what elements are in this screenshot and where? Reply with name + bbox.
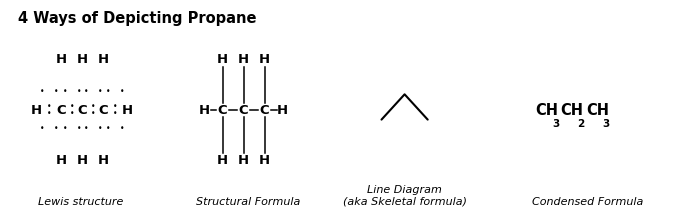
Text: CH: CH (536, 103, 559, 117)
Text: 2: 2 (578, 119, 584, 129)
Text: CH: CH (586, 103, 609, 117)
Text: •: • (106, 87, 111, 96)
Text: •: • (63, 87, 67, 96)
Text: 3: 3 (603, 119, 610, 129)
Text: H: H (98, 53, 109, 66)
Text: H: H (77, 154, 88, 167)
Text: H: H (238, 53, 249, 66)
Text: H: H (98, 154, 109, 167)
Text: C: C (239, 103, 248, 117)
Text: •: • (106, 124, 111, 133)
Text: C: C (57, 103, 66, 117)
Text: •: • (120, 87, 125, 96)
Text: Line Diagram
(aka Skeletal formula): Line Diagram (aka Skeletal formula) (342, 185, 467, 207)
Text: •: • (120, 124, 125, 133)
Text: •: • (98, 87, 102, 96)
Text: C: C (99, 103, 108, 117)
Text: 4 Ways of Depicting Propane: 4 Ways of Depicting Propane (18, 11, 256, 26)
Text: C: C (218, 103, 228, 117)
Text: •: • (113, 109, 118, 118)
Text: H: H (259, 53, 270, 66)
Text: •: • (47, 102, 51, 111)
Text: •: • (77, 124, 81, 133)
Text: •: • (63, 124, 67, 133)
Text: •: • (70, 102, 74, 111)
Text: •: • (113, 102, 118, 111)
Text: H: H (31, 103, 42, 117)
Text: •: • (84, 124, 88, 133)
Text: •: • (77, 87, 81, 96)
Text: 3: 3 (552, 119, 559, 129)
Text: C: C (78, 103, 88, 117)
Text: H: H (238, 154, 249, 167)
Text: Lewis structure: Lewis structure (38, 197, 123, 207)
Text: H: H (56, 53, 67, 66)
Text: Structural Formula: Structural Formula (196, 197, 301, 207)
Text: C: C (260, 103, 270, 117)
Text: •: • (91, 109, 95, 118)
Text: H: H (77, 53, 88, 66)
Text: Condensed Formula: Condensed Formula (532, 197, 644, 207)
Text: •: • (40, 124, 44, 133)
Text: CH: CH (561, 103, 584, 117)
Text: •: • (54, 124, 58, 133)
Text: •: • (84, 87, 88, 96)
Text: H: H (122, 103, 133, 117)
Text: •: • (98, 124, 102, 133)
Text: •: • (54, 87, 58, 96)
Text: H: H (259, 154, 270, 167)
Text: •: • (70, 109, 74, 118)
Text: •: • (40, 87, 44, 96)
Text: H: H (56, 154, 67, 167)
Text: •: • (91, 102, 95, 111)
Text: H: H (199, 103, 210, 117)
Text: H: H (217, 154, 228, 167)
Text: H: H (277, 103, 288, 117)
Text: H: H (217, 53, 228, 66)
Text: •: • (47, 109, 51, 118)
